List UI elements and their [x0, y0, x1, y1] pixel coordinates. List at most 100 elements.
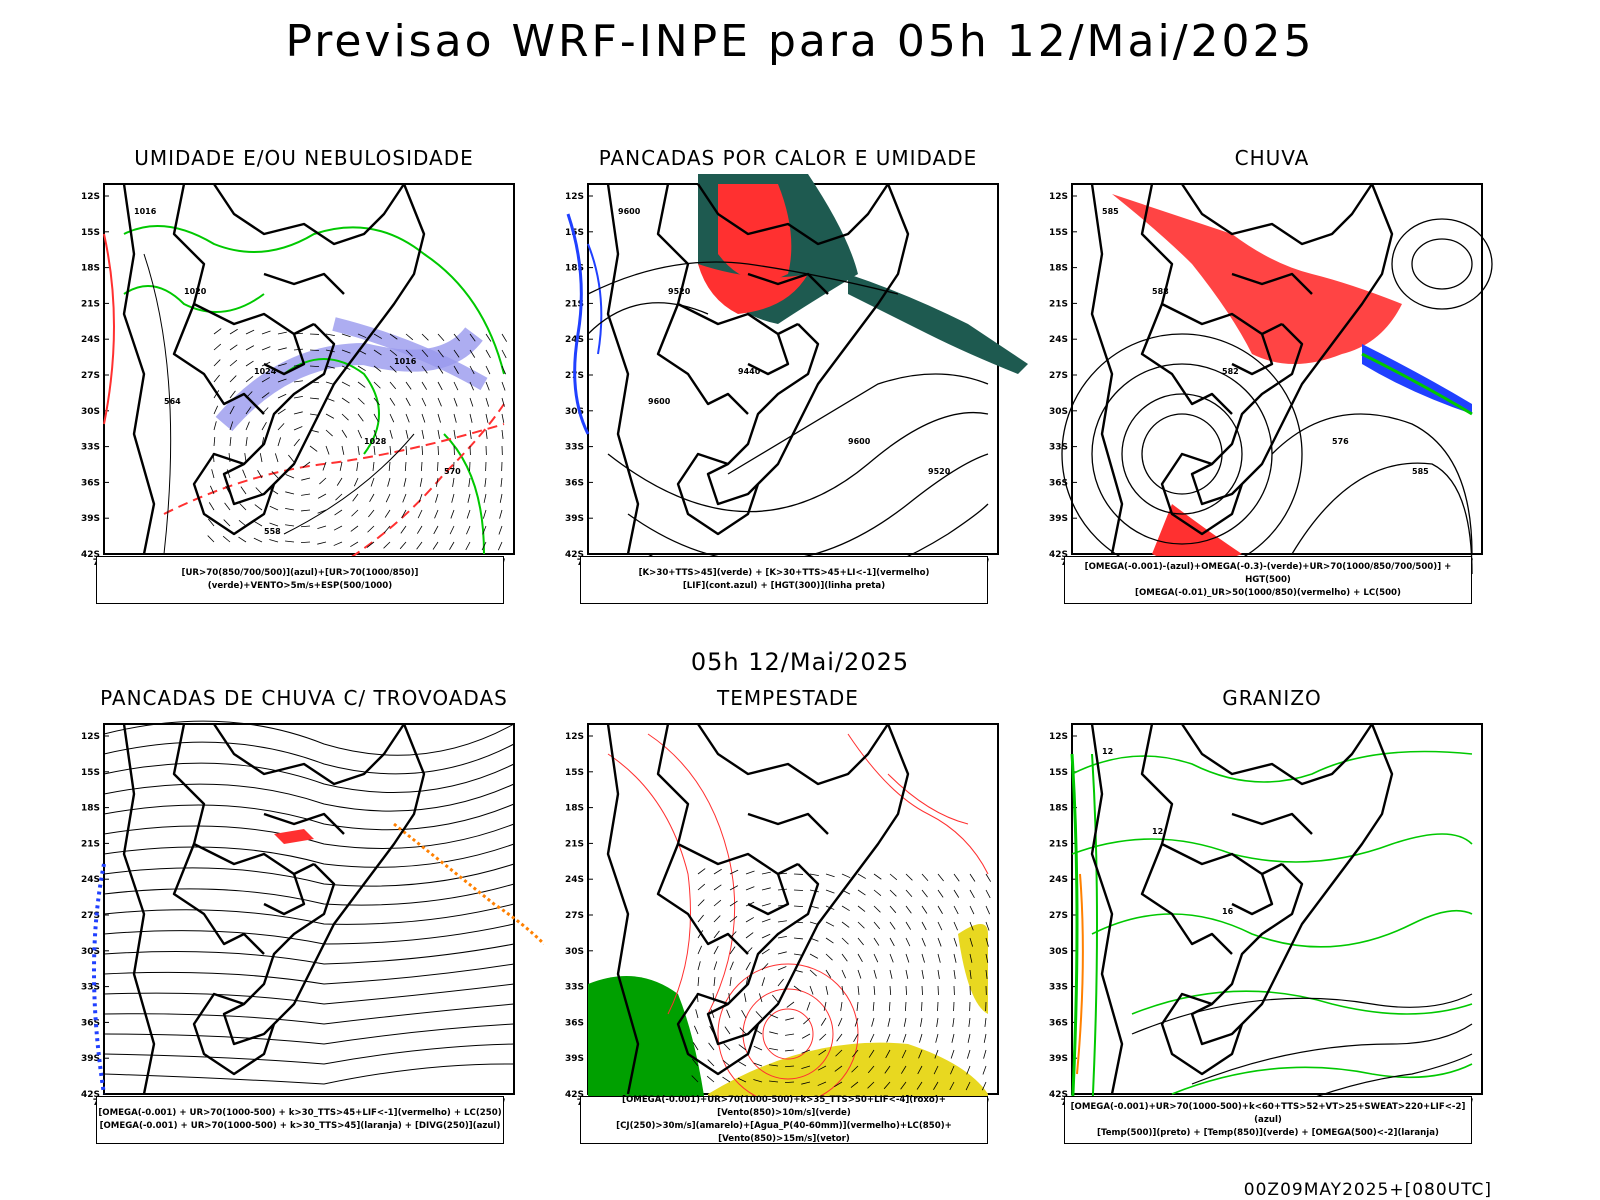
wind-vector — [905, 905, 912, 914]
wind-vector — [405, 333, 414, 341]
panel-legend: [OMEGA(-0.001)+UR>70(1000-500)+k<60+TTS>… — [1064, 1096, 1472, 1144]
wind-vector — [333, 525, 343, 531]
wind-vector — [903, 1017, 907, 1027]
wind-vector — [285, 491, 295, 495]
streamline — [103, 823, 515, 849]
contour-label: 9600 — [618, 207, 641, 216]
wind-vector — [918, 1049, 923, 1059]
wind-vector — [729, 869, 739, 875]
wind-vector — [356, 461, 359, 471]
contour-label: 1016 — [394, 357, 417, 366]
wind-vector — [724, 1026, 731, 1035]
wind-vector — [437, 381, 443, 391]
contour-label: 1016 — [134, 207, 157, 216]
wind-vector — [809, 985, 814, 995]
wind-vector — [825, 985, 829, 995]
wind-vector — [285, 508, 295, 511]
wind-vector — [421, 333, 429, 341]
wind-vector — [969, 905, 975, 915]
wind-vector — [917, 1065, 923, 1075]
lat-tick: 36S — [565, 478, 584, 488]
wind-vector — [803, 1017, 811, 1025]
streamline — [103, 943, 515, 965]
wind-vector — [366, 541, 375, 548]
legend-line: [OMEGA(-0.001)+UR>70(1000-500)+k>35_TTS>… — [622, 1095, 946, 1118]
wind-vector — [873, 921, 881, 930]
wind-vector — [319, 477, 327, 485]
wind-vector — [982, 1065, 987, 1075]
wind-vector — [466, 509, 471, 519]
wind-vector — [793, 985, 802, 992]
wind-vector — [257, 469, 263, 479]
lat-tick: 27S — [1049, 371, 1068, 381]
wind-vector — [933, 1065, 939, 1075]
wind-vector — [713, 977, 716, 987]
wind-vector — [723, 1043, 731, 1051]
wind-vector — [937, 937, 942, 947]
wind-vector — [420, 461, 423, 472]
wind-vector — [967, 1033, 971, 1043]
wind-vector — [851, 1065, 859, 1073]
wind-vector — [301, 477, 311, 481]
wind-vector — [889, 905, 897, 914]
wind-vector — [437, 429, 440, 439]
wind-vector — [857, 889, 866, 896]
lat-tick: 12S — [81, 732, 100, 742]
wind-vector — [389, 413, 395, 423]
map-trovoadas: 12S15S18S21S24S27S30S33S36S39S42S70W65W6… — [81, 720, 544, 1108]
wind-vector — [933, 1081, 939, 1090]
wind-vector — [325, 333, 335, 337]
wind-vector — [801, 1049, 811, 1054]
wind-vector — [335, 493, 343, 501]
wind-vector — [213, 405, 219, 415]
streamline — [103, 883, 515, 906]
wind-vector — [357, 413, 364, 422]
wind-vector — [373, 445, 376, 455]
wind-vector — [277, 423, 285, 431]
wind-vector — [419, 477, 423, 487]
panel-trovoadas: PANCADAS DE CHUVA C/ TROVOADAS 12S 15S 18S… — [64, 686, 544, 1166]
wind-vector — [769, 1031, 779, 1035]
wind-vector — [389, 429, 393, 439]
wind-vector — [453, 429, 456, 439]
wind-vector — [793, 889, 804, 891]
streamline — [103, 720, 515, 756]
wind-vector — [499, 509, 503, 519]
wind-vector — [745, 886, 755, 891]
wind-vector — [761, 977, 766, 987]
wind-vector — [449, 541, 455, 550]
wind-vector — [421, 429, 425, 439]
wind-vector — [245, 437, 248, 447]
wind-vector — [981, 1081, 987, 1091]
lat-tick: 21S — [81, 839, 100, 849]
wind-vector — [240, 486, 247, 495]
wind-vector — [697, 883, 706, 891]
wind-vector — [469, 397, 474, 407]
wind-vector — [885, 1049, 891, 1059]
wind-vector — [713, 915, 721, 923]
wind-vector — [729, 885, 739, 891]
wind-vector — [857, 937, 864, 946]
wind-vector — [372, 461, 375, 471]
wind-vector — [984, 1017, 987, 1027]
wind-vector — [309, 365, 320, 368]
wind-vector — [745, 932, 754, 939]
lat-tick: 24S — [81, 875, 100, 885]
wind-vector — [317, 509, 327, 514]
wind-vector — [953, 873, 960, 882]
wind-vector — [373, 429, 378, 439]
wind-vector — [777, 936, 787, 939]
wind-vector — [497, 541, 503, 551]
wind-vector — [416, 541, 423, 550]
wind-vector — [325, 413, 335, 419]
wind-vector — [261, 330, 271, 335]
wind-vector — [873, 905, 881, 913]
wind-vector — [238, 536, 247, 543]
wind-vector — [936, 1017, 939, 1027]
wind-vector — [485, 381, 490, 391]
wind-vector — [919, 1033, 923, 1043]
wind-vector — [373, 397, 380, 406]
map-umidade: 12S15S18S21S24S27S30S33S36S39S42S70W65W6… — [81, 183, 515, 575]
wind-vector — [293, 426, 303, 431]
wind-vector — [969, 889, 975, 899]
